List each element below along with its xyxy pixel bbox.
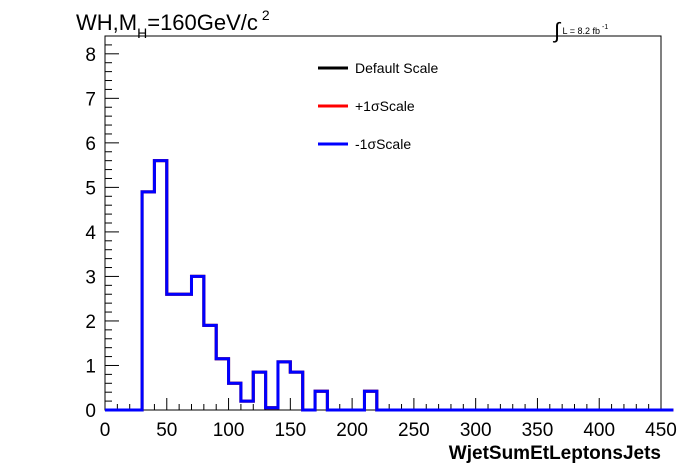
x-axis-title: WjetSumEtLeptonsJets xyxy=(449,443,661,464)
y-tick-label: 6 xyxy=(85,134,96,155)
x-tick-label: 150 xyxy=(274,420,306,441)
x-tick-label: 400 xyxy=(583,420,615,441)
title-superscript: 2 xyxy=(261,7,270,23)
integral-symbol: ∫ xyxy=(554,18,561,43)
x-tick-label: 100 xyxy=(213,420,245,441)
x-tick-label: 200 xyxy=(336,420,368,441)
y-tick-label: 8 xyxy=(85,45,96,66)
y-tick-label: 1 xyxy=(85,356,96,377)
title-rest: =160GeV/c xyxy=(147,10,258,35)
x-tick-label: 300 xyxy=(460,420,492,441)
plot-frame xyxy=(104,35,662,411)
y-tick-label: 7 xyxy=(85,89,96,110)
legend-label: Default Scale xyxy=(355,60,438,76)
x-tick-label: 350 xyxy=(522,420,554,441)
lumi-superscript: -1 xyxy=(602,24,609,31)
title-main: WH,M xyxy=(76,10,138,35)
y-tick-label: 4 xyxy=(85,223,96,244)
x-tick-label: 50 xyxy=(156,420,177,441)
series-line-2 xyxy=(105,159,674,412)
chart-title: WH,MH=160GeV/c 2 xyxy=(76,7,270,41)
lumi-text: L = 8.2 fb xyxy=(562,26,600,36)
legend-label: +1σScale xyxy=(355,98,415,114)
x-tick-label: 0 xyxy=(100,420,111,441)
x-tick-label: 250 xyxy=(398,420,430,441)
lumi-label: ∫ L = 8.2 fb -1 xyxy=(554,14,609,43)
y-tick-label: 0 xyxy=(85,401,96,422)
y-tick-label: 3 xyxy=(85,267,96,288)
x-tick-label: 450 xyxy=(645,420,677,441)
y-tick-label: 2 xyxy=(85,312,96,333)
title-subscript: H xyxy=(137,25,148,41)
y-tick-label: 5 xyxy=(85,178,96,199)
legend-label: -1σScale xyxy=(355,136,411,152)
